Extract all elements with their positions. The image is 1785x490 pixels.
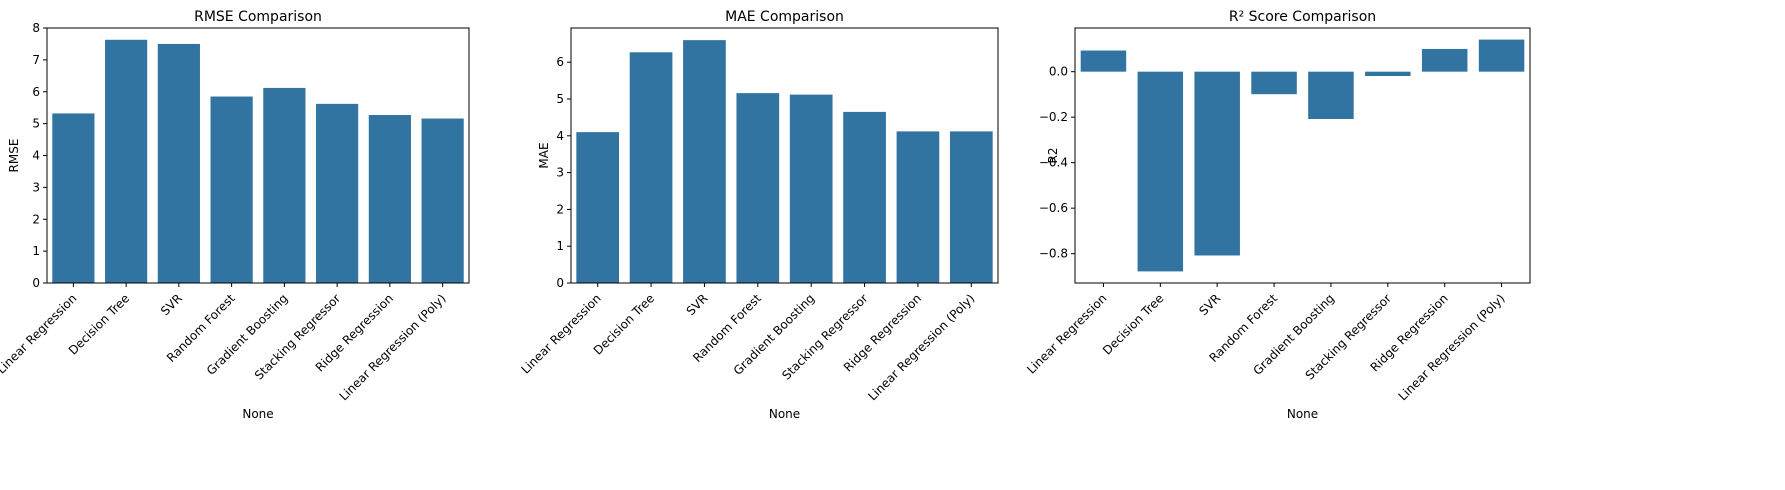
- axes-frame: [1074, 27, 1531, 284]
- bar-decision-tree: [629, 52, 673, 284]
- y-tick-label: −0.8: [1039, 247, 1068, 261]
- x-tick-label: Linear Regression (Poly): [865, 291, 977, 403]
- chart-title: MAE Comparison: [725, 9, 844, 25]
- bar-random-forest: [736, 93, 780, 283]
- y-tick-label: 0.0: [1049, 65, 1068, 79]
- axes-frame: [570, 27, 999, 284]
- y-tick-label: 5: [556, 92, 564, 106]
- y-tick-label: 7: [32, 53, 40, 67]
- bar-random-forest: [1251, 71, 1297, 95]
- bar-gradient-boosting: [263, 87, 306, 283]
- x-axis-label: None: [769, 407, 800, 421]
- bar-decision-tree: [105, 39, 148, 284]
- chart-panel-3: −0.8 −0.6 −0.4 −0.2 0.0 Linear RegressionDeci…: [1024, 9, 1531, 421]
- x-tick-label: Linear Regression: [518, 291, 603, 376]
- bar-svr: [157, 43, 200, 283]
- y-tick-label: −0.4: [1039, 156, 1068, 170]
- x-tick-label: Linear Regression (Poly): [1396, 291, 1508, 403]
- bar-svr: [1194, 71, 1240, 256]
- y-tick-label: 2: [32, 212, 40, 226]
- bar-gradient-boosting: [789, 94, 833, 283]
- y-tick-label: 1: [556, 239, 564, 253]
- y-axis-label: MAE: [537, 142, 551, 168]
- bar-ridge-regression: [1421, 48, 1468, 72]
- x-tick-label: SVR: [1196, 291, 1223, 318]
- y-tick-label: 4: [32, 149, 40, 163]
- bar-stacking-regressor: [316, 103, 359, 283]
- bar-random-forest: [210, 96, 253, 283]
- y-tick-label: −0.2: [1039, 110, 1068, 124]
- y-tick-label: −0.6: [1039, 201, 1068, 215]
- x-tick-label: Linear Regression: [0, 291, 79, 376]
- y-tick-label: 1: [32, 244, 40, 258]
- x-tick-label: SVR: [684, 291, 711, 318]
- x-tick-label: Linear Regression (Poly): [337, 291, 449, 403]
- y-tick-label: 0: [556, 276, 564, 290]
- y-tick-label: 2: [556, 202, 564, 216]
- bar-stacking-regressor: [843, 111, 886, 283]
- x-axis-label: None: [1287, 407, 1318, 421]
- x-tick-label: Decision Tree: [1100, 291, 1166, 357]
- bar-linear-regression: [1080, 50, 1127, 72]
- x-axis-label: None: [242, 407, 273, 421]
- y-axis-label: R2: [1046, 148, 1060, 164]
- bar-linear-regression-poly: [949, 131, 993, 283]
- bar-ridge-regression: [368, 115, 411, 283]
- bar-linear-regression: [576, 132, 620, 283]
- y-tick-label: 0: [32, 276, 40, 290]
- y-tick-label: 3: [32, 180, 40, 194]
- y-tick-label: 4: [556, 129, 564, 143]
- y-tick-label: 8: [32, 21, 40, 35]
- bar-decision-tree: [1137, 71, 1184, 272]
- bar-ridge-regression: [896, 131, 940, 283]
- bar-stacking-regressor: [1365, 71, 1411, 76]
- y-tick-label: 5: [32, 117, 40, 131]
- bar-gradient-boosting: [1308, 71, 1354, 119]
- bar-linear-regression: [52, 113, 95, 283]
- y-tick-label: 3: [556, 166, 564, 180]
- y-axis-label: RMSE: [7, 139, 21, 173]
- chart-title: RMSE Comparison: [194, 9, 322, 25]
- chart-title: R² Score Comparison: [1229, 9, 1376, 25]
- x-tick-label: SVR: [158, 291, 185, 318]
- bar-linear-regression-poly: [421, 118, 464, 284]
- bar-linear-regression-poly: [1478, 39, 1525, 72]
- bar-svr: [683, 40, 726, 284]
- y-tick-label: 6: [556, 55, 564, 69]
- x-tick-label: Linear Regression: [1024, 291, 1109, 376]
- y-tick-label: 6: [32, 85, 40, 99]
